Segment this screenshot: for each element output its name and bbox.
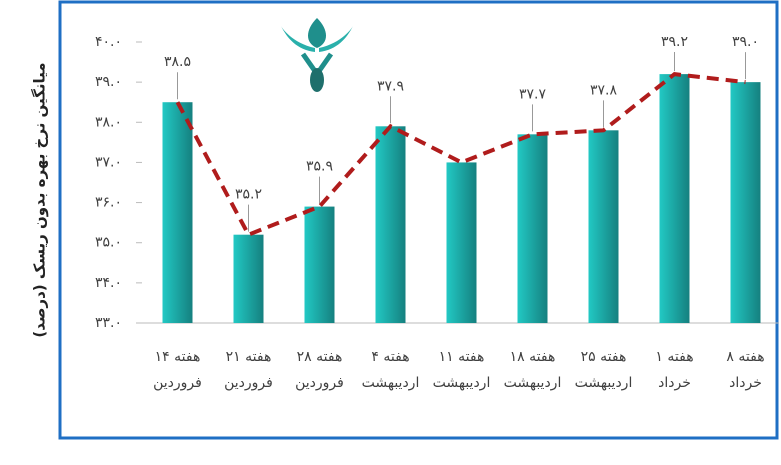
- data-label: ۳۷.۹: [377, 78, 404, 94]
- y-tick-label: ۴۰.۰: [95, 34, 122, 50]
- y-tick-label: ۳۹.۰: [95, 74, 122, 90]
- y-tick-label: ۳۶.۰: [95, 195, 122, 211]
- y-tick-label: ۳۷.۰: [95, 154, 122, 170]
- x-tick-label: اردیبهشت: [433, 375, 491, 391]
- logo: [281, 18, 353, 92]
- x-tick-label: هفته ۱۱: [439, 349, 485, 365]
- x-tick-label: هفته ۲۱: [226, 349, 272, 365]
- data-label: ۳۵.۹: [306, 159, 333, 175]
- x-tick-label: فروردین: [224, 375, 273, 391]
- frame: [58, 0, 779, 440]
- data-label: ۳۹.۲: [661, 34, 688, 50]
- bar: [730, 82, 761, 324]
- x-tick-label: هفته ۲۵: [581, 349, 627, 365]
- x-tick-label: هفته ۱۸: [510, 349, 556, 365]
- y-tick-label: ۳۳.۰: [95, 315, 122, 331]
- data-label: ۳۸.۵: [164, 54, 191, 70]
- bar: [517, 134, 548, 323]
- x-tick-label: خرداد: [729, 375, 762, 391]
- x-tick-label: فروردین: [295, 375, 344, 391]
- bar: [375, 126, 406, 323]
- bar: [233, 234, 264, 323]
- x-tick-label: هفته ۲۸: [297, 349, 343, 365]
- bar: [659, 74, 690, 323]
- data-label: ۳۷.۸: [590, 82, 617, 98]
- bar: [446, 162, 477, 323]
- x-tick-label: فروردین: [153, 375, 202, 391]
- x-tick-label: هفته ۱: [655, 349, 693, 365]
- bar: [162, 102, 193, 323]
- x-tick-label: خرداد: [658, 375, 691, 391]
- trend-line: [175, 72, 746, 238]
- y-tick-label: ۳۵.۰: [95, 235, 122, 251]
- x-tick-label: هفته ۴: [371, 349, 409, 365]
- data-label: ۳۹.۰: [732, 34, 759, 50]
- y-axis-title: میانگین نرخ بهره بدون ریسک (درصد): [31, 62, 49, 337]
- x-tick-label: اردیبهشت: [504, 375, 562, 391]
- x-tick-label: هفته ۱۴: [155, 349, 201, 365]
- data-label: ۳۷.۷: [519, 86, 546, 102]
- bar: [588, 130, 619, 323]
- x-tick-label: اردیبهشت: [575, 375, 633, 391]
- y-tick-label: ۳۸.۰: [95, 114, 122, 130]
- x-tick-label: اردیبهشت: [362, 375, 420, 391]
- bar: [304, 206, 335, 323]
- y-tick-label: ۳۴.۰: [95, 275, 122, 291]
- x-tick-label: هفته ۸: [726, 349, 764, 365]
- data-label: ۳۵.۲: [235, 187, 262, 203]
